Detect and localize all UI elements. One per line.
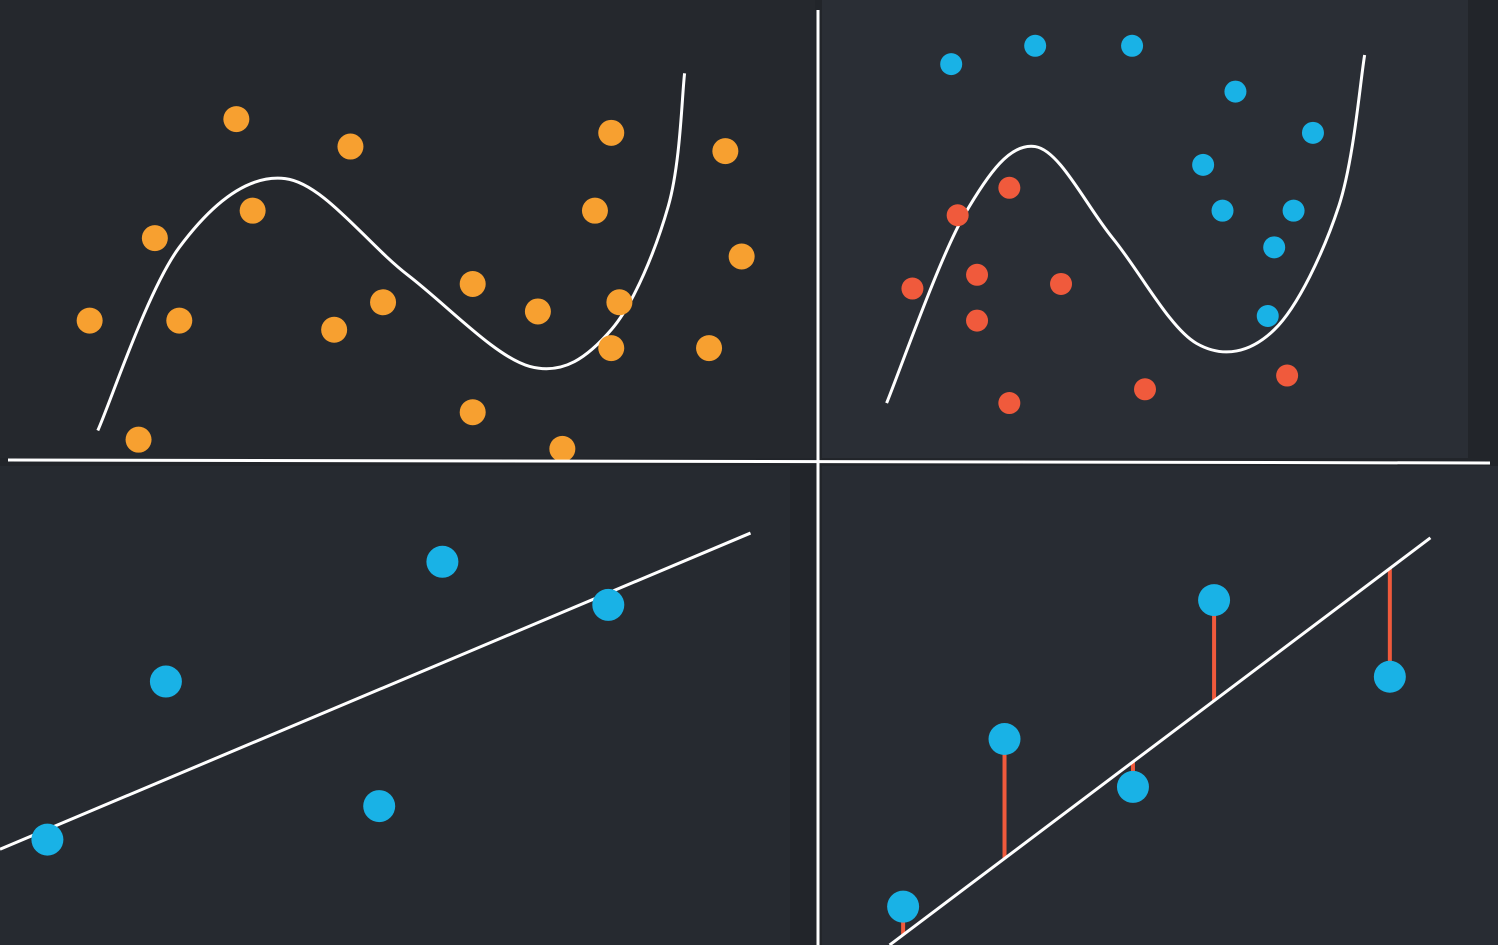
blue-data-point [426, 545, 459, 578]
linear-fit-chart [0, 466, 790, 945]
red-data-point [998, 176, 1021, 199]
red-data-point [1050, 272, 1073, 295]
blue-data-point [1256, 305, 1279, 328]
blue-data-point [1024, 34, 1047, 57]
blue-data-point [1282, 199, 1305, 222]
orange-data-point [581, 197, 608, 224]
classification-boundary-chart [822, 0, 1468, 458]
orange-data-point [141, 225, 168, 252]
orange-data-point [337, 133, 364, 160]
orange-data-point [239, 197, 266, 224]
blue-data-point [1224, 80, 1247, 103]
fit-curve [96, 73, 687, 432]
red-data-point [901, 277, 924, 300]
blue-data-point [1373, 660, 1406, 693]
orange-data-point [598, 119, 625, 146]
panel-background [0, 0, 815, 458]
blue-data-point [1121, 34, 1144, 57]
orange-data-point [696, 335, 723, 362]
orange-data-point [370, 289, 397, 316]
blue-data-point [31, 823, 64, 856]
residuals-chart [822, 466, 1498, 945]
red-data-point [946, 204, 969, 227]
orange-data-point [76, 307, 103, 334]
regression-line [0, 531, 752, 851]
regression-line [888, 536, 1432, 945]
orange-data-point [459, 399, 486, 426]
blue-data-point [1116, 770, 1149, 803]
blue-data-point [1192, 153, 1215, 176]
orange-data-point [598, 335, 625, 362]
orange-data-point [125, 426, 152, 453]
blue-data-point [363, 790, 396, 823]
blue-data-point [1198, 584, 1231, 617]
orange-data-point [728, 243, 755, 270]
orange-data-point [606, 289, 633, 316]
blue-data-point [940, 53, 963, 76]
red-data-point [1134, 378, 1156, 401]
orange-data-point [166, 307, 193, 334]
red-data-point [966, 309, 989, 332]
horizontal-divider [7, 458, 1491, 465]
orange-data-point [459, 270, 486, 297]
red-data-point [1276, 364, 1299, 387]
panel-background [822, 466, 1498, 945]
orange-data-point [223, 106, 250, 133]
blue-data-point [1211, 199, 1234, 222]
orange-data-point [524, 298, 551, 325]
blue-data-point [1301, 121, 1324, 144]
orange-data-point [712, 138, 739, 165]
blue-data-point [149, 665, 182, 698]
red-data-point [966, 263, 989, 286]
polynomial-fit-chart [0, 0, 815, 462]
red-data-point [998, 392, 1021, 415]
blue-data-point [1263, 236, 1286, 259]
orange-data-point [321, 316, 348, 343]
orange-data-point [549, 435, 576, 462]
panel-background [0, 466, 790, 945]
blue-data-point [592, 588, 625, 621]
blue-data-point [988, 723, 1021, 756]
blue-data-point [887, 890, 920, 923]
